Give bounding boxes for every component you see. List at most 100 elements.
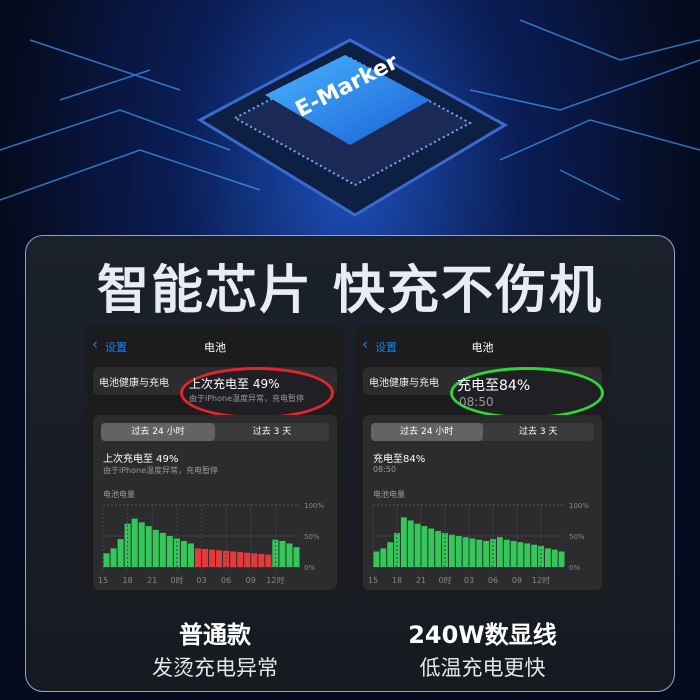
headline: 智能芯片 快充不伤机 xyxy=(96,261,604,321)
y-tick-label: 0% xyxy=(304,564,315,572)
summary-sub: 08:50 xyxy=(373,465,397,474)
battery-bar xyxy=(496,537,503,567)
x-tick-label: 06 xyxy=(221,576,231,585)
x-tick-label: 18 xyxy=(392,576,402,585)
battery-bar xyxy=(110,548,117,567)
nav-title: 电池 xyxy=(471,341,494,354)
battery-bar xyxy=(510,540,517,567)
x-tick-label: 15 xyxy=(368,576,378,585)
battery-bar xyxy=(400,517,407,567)
health-row: 电池健康与充电 xyxy=(369,378,439,389)
battery-bar xyxy=(428,528,435,567)
battery-bar xyxy=(544,548,551,567)
battery-bar xyxy=(421,526,428,567)
x-tick-label: 03 xyxy=(464,576,474,585)
y-tick-label: 100% xyxy=(304,502,324,510)
battery-bar xyxy=(251,553,258,567)
battery-bar xyxy=(131,518,138,567)
x-tick-label: 21 xyxy=(416,576,426,585)
battery-bar xyxy=(286,543,293,567)
battery-bar xyxy=(538,545,544,567)
battery-bar xyxy=(407,520,414,567)
y-tick-label: 50% xyxy=(569,533,585,541)
chart-label: 电池电量 xyxy=(373,489,405,499)
battery-bar xyxy=(279,540,286,567)
tab[interactable]: 过去 24 小时 xyxy=(101,423,215,441)
battery-bar xyxy=(531,544,538,567)
caption-title: 240W数显线 xyxy=(408,621,557,649)
battery-bar xyxy=(483,540,490,567)
phone-screenshot: 设置 ‹ 电池 电池健康与充电 上次充电至 49% 由于iPhone温度异常，充电暂停 过去… xyxy=(85,325,345,595)
battery-bar xyxy=(455,536,462,567)
tab[interactable]: 过去 24 小时 xyxy=(371,423,483,441)
battery-bar xyxy=(194,548,201,567)
popup-subtitle: 08:50 xyxy=(459,395,494,409)
x-tick-label: 03 xyxy=(196,576,206,585)
battery-bar xyxy=(414,523,421,567)
battery-bar xyxy=(166,536,173,567)
summary-sub: 由于iPhone温度异常，充电暂停 xyxy=(103,466,219,475)
battery-bar xyxy=(209,549,216,567)
x-tick-label: 0时 xyxy=(170,575,183,585)
battery-bar xyxy=(469,538,476,567)
battery-bar xyxy=(558,551,565,567)
battery-bar xyxy=(503,539,510,567)
battery-bar xyxy=(551,549,558,567)
battery-bar xyxy=(237,552,244,567)
phone-screenshot: 设置 ‹ 电池 电池健康与充电 充电至84% 08:50 过去 24 小时 过去 3 天充电至… xyxy=(355,325,610,595)
battery-bar xyxy=(244,552,251,567)
popup-title: 充电至84% xyxy=(457,378,531,394)
x-tick-label: 21 xyxy=(147,576,157,585)
battery-bar xyxy=(152,529,159,567)
summary-title: 充电至84% xyxy=(373,454,426,465)
battery-bar xyxy=(448,534,455,567)
battery-bar xyxy=(145,526,152,567)
x-tick-label: 09 xyxy=(512,576,522,585)
back-arrow: ‹ xyxy=(92,335,98,353)
caption-sub: 发烫充电异常 xyxy=(152,656,278,680)
health-row: 电池健康与充电 xyxy=(99,378,169,389)
battery-bar xyxy=(138,522,145,567)
x-tick-label: 15 xyxy=(98,576,108,585)
battery-chart: 电池电量 100% 50% 0% 15 18 21 0时 03 06 09 12时 xyxy=(368,489,589,585)
battery-bar xyxy=(524,543,531,567)
x-tick-label: 12时 xyxy=(266,575,284,585)
chart-label: 电池电量 xyxy=(103,489,135,499)
battery-bar xyxy=(265,554,272,567)
battery-bar xyxy=(462,537,469,567)
battery-bar xyxy=(173,538,180,567)
battery-bar xyxy=(476,539,483,567)
x-tick-label: 06 xyxy=(488,576,498,585)
popup-subtitle: 由于iPhone温度异常，充电暂停 xyxy=(189,394,305,403)
summary-title: 上次充电至 49% xyxy=(103,454,179,465)
battery-chart: 电池电量 100% 50% 0% 15 18 21 0时 03 06 09 12时 xyxy=(98,489,324,585)
battery-bar xyxy=(180,540,187,567)
battery-bar xyxy=(187,543,194,567)
battery-bar xyxy=(373,551,380,567)
tab[interactable]: 过去 3 天 xyxy=(252,427,292,437)
battery-bar xyxy=(517,542,524,567)
caption-title: 普通款 xyxy=(179,621,251,649)
battery-bar xyxy=(202,549,209,567)
battery-bar xyxy=(387,542,394,567)
back-link: 设置 xyxy=(375,341,397,354)
nav-title: 电池 xyxy=(204,341,226,354)
popup-title: 上次充电至 49% xyxy=(189,377,280,391)
battery-bar xyxy=(216,550,223,567)
x-tick-label: 12时 xyxy=(532,575,550,585)
battery-bar xyxy=(380,548,387,567)
back-arrow: ‹ xyxy=(362,335,368,353)
x-tick-label: 09 xyxy=(246,576,256,585)
x-tick-label: 18 xyxy=(123,576,133,585)
popup xyxy=(180,367,334,419)
circuit-bg: E-Marker xyxy=(0,19,700,217)
caption-sub: 低温充电更快 xyxy=(419,656,546,680)
battery-bar xyxy=(230,551,237,567)
battery-bar xyxy=(293,547,300,567)
x-tick-label: 0时 xyxy=(438,575,451,585)
battery-bar xyxy=(258,553,265,567)
y-tick-label: 50% xyxy=(304,533,320,541)
battery-bar xyxy=(117,539,124,567)
tab[interactable]: 过去 3 天 xyxy=(519,427,558,437)
